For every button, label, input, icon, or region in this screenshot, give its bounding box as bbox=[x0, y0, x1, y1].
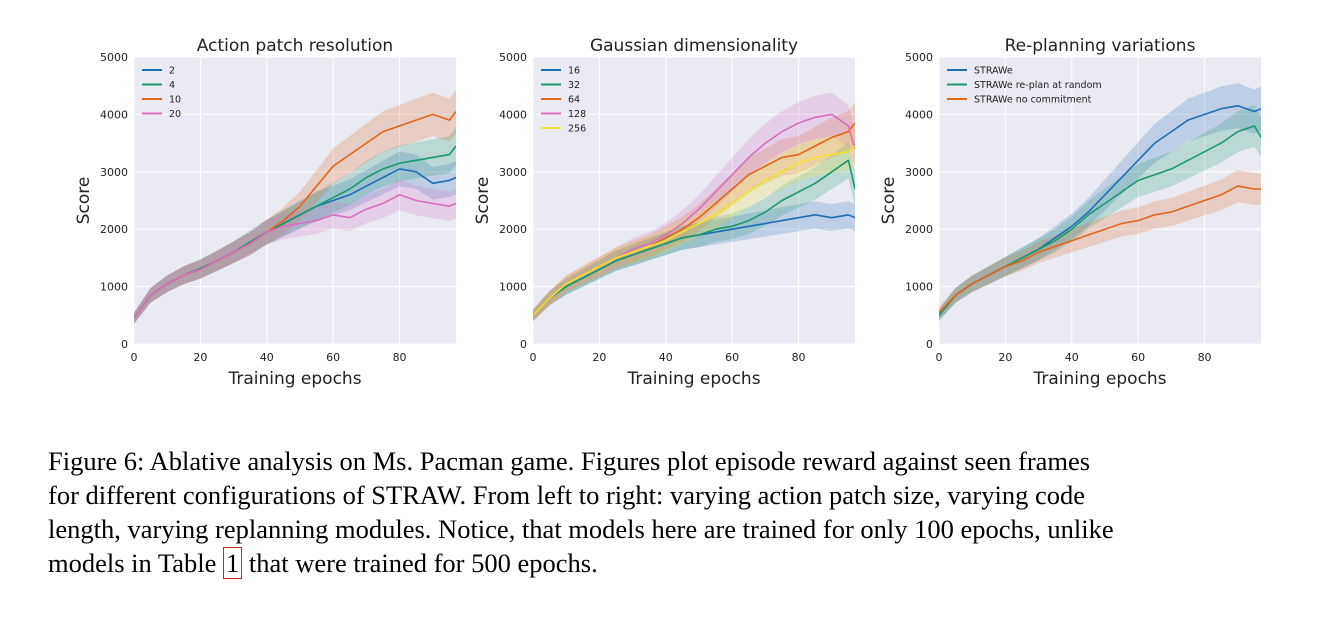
legend-label: STRAWe re-plan at random bbox=[974, 80, 1102, 91]
y-tick-label: 5000 bbox=[100, 51, 128, 64]
caption-line-1: Figure 6: Ablative analysis on Ms. Pacma… bbox=[48, 446, 1091, 476]
x-tick-label: 0 bbox=[131, 351, 138, 364]
y-tick-label: 1000 bbox=[905, 281, 933, 294]
chart-panel-2: 0 1000 2000 3000 4000 5000 0 20 40 60 80 Gaussian d… bbox=[473, 36, 855, 389]
series-group bbox=[939, 83, 1261, 321]
legend: 16 32 64 128 256 bbox=[541, 66, 586, 135]
x-tick-label: 20 bbox=[193, 351, 207, 364]
y-axis-label: Score bbox=[879, 177, 899, 225]
series-band-16 bbox=[533, 201, 855, 321]
y-tick-label: 1000 bbox=[100, 281, 128, 294]
series-band-strawe-no-commitment bbox=[939, 170, 1261, 319]
x-tick-label: 0 bbox=[936, 351, 943, 364]
x-tick-label: 40 bbox=[659, 351, 673, 364]
legend-label: 20 bbox=[169, 109, 181, 120]
legend-label: 256 bbox=[568, 124, 586, 135]
y-tick-label: 3000 bbox=[905, 166, 933, 179]
table-reference-link[interactable]: 1 bbox=[223, 547, 243, 579]
legend-label: 10 bbox=[169, 95, 181, 106]
series-line-256 bbox=[533, 145, 855, 316]
series-line-strawe-no-commitment bbox=[939, 185, 1261, 313]
series-band-strawe-re-plan-at-random bbox=[939, 105, 1261, 321]
x-tick-label: 60 bbox=[326, 351, 340, 364]
x-tick-label: 60 bbox=[725, 351, 739, 364]
x-tick-label: 0 bbox=[530, 351, 537, 364]
y-tick-label: 0 bbox=[926, 338, 933, 351]
y-tick-label: 5000 bbox=[499, 51, 527, 64]
series-band-4 bbox=[134, 126, 456, 324]
y-tick-label: 2000 bbox=[100, 223, 128, 236]
y-tick-label: 1000 bbox=[499, 281, 527, 294]
series-band-64 bbox=[533, 101, 855, 322]
caption-line-2: for different configurations of STRAW. F… bbox=[48, 480, 1086, 510]
figure-caption: Figure 6: Ablative analysis on Ms. Pacma… bbox=[48, 444, 1298, 580]
figure-panels: 0 1000 2000 3000 4000 5000 0 20 40 60 80 Action pat… bbox=[74, 36, 1261, 389]
series-band-128 bbox=[533, 92, 855, 321]
x-axis-label: Training epochs bbox=[1032, 369, 1166, 389]
x-tick-label: 20 bbox=[998, 351, 1012, 364]
caption-line-3: length, varying replanning modules. Noti… bbox=[48, 514, 1114, 544]
x-tick-label: 20 bbox=[592, 351, 606, 364]
caption-line-4-start: models in Table bbox=[48, 548, 224, 578]
series-line-20 bbox=[134, 194, 456, 319]
legend-label: 2 bbox=[169, 66, 175, 77]
x-tick-label: 80 bbox=[792, 351, 806, 364]
series-group bbox=[134, 89, 456, 324]
y-tick-label: 3000 bbox=[499, 166, 527, 179]
plot-background bbox=[533, 57, 855, 344]
series-band-20 bbox=[134, 179, 456, 324]
caption-line-4: models in Table 1 that were trained for … bbox=[48, 546, 1298, 580]
chart-panel-1: 0 1000 2000 3000 4000 5000 0 20 40 60 80 Action pat… bbox=[74, 36, 456, 389]
y-tick-label: 0 bbox=[520, 338, 527, 351]
chart-title: Action patch resolution bbox=[197, 36, 393, 56]
y-tick-label: 2000 bbox=[499, 223, 527, 236]
y-tick-label: 4000 bbox=[905, 108, 933, 121]
legend-label: STRAWe bbox=[974, 66, 1013, 77]
y-axis-label: Score bbox=[74, 177, 94, 225]
y-tick-label: 2000 bbox=[905, 223, 933, 236]
y-tick-label: 4000 bbox=[499, 108, 527, 121]
series-band-32 bbox=[533, 142, 855, 321]
series-line-32 bbox=[533, 159, 855, 316]
x-tick-label: 80 bbox=[1198, 351, 1212, 364]
y-axis-label: Score bbox=[473, 177, 493, 225]
legend-label: 4 bbox=[169, 80, 175, 91]
x-tick-label: 60 bbox=[1131, 351, 1145, 364]
x-axis-label: Training epochs bbox=[626, 369, 760, 389]
x-tick-label: 40 bbox=[1065, 351, 1079, 364]
plot-background bbox=[134, 57, 456, 344]
y-tick-label: 4000 bbox=[100, 108, 128, 121]
chart-title: Gaussian dimensionality bbox=[590, 36, 798, 56]
legend: 2 4 10 20 bbox=[142, 66, 181, 120]
caption-line-4-end: that were trained for 500 epochs. bbox=[242, 548, 598, 578]
x-axis-label: Training epochs bbox=[227, 369, 361, 389]
legend: STRAWe STRAWe re-plan at random STRAWe no … bbox=[947, 66, 1102, 106]
legend-label: 128 bbox=[568, 109, 586, 120]
legend-label: 64 bbox=[568, 95, 580, 106]
series-band-10 bbox=[134, 89, 456, 324]
series-group bbox=[533, 92, 855, 322]
y-tick-label: 3000 bbox=[100, 166, 128, 179]
chart-panel-3: 0 1000 2000 3000 4000 5000 0 20 40 60 80 Re-plannin… bbox=[879, 36, 1261, 389]
legend-label: 32 bbox=[568, 80, 580, 91]
chart-title: Re-planning variations bbox=[1005, 36, 1196, 56]
legend-label: STRAWe no commitment bbox=[974, 95, 1092, 106]
x-tick-label: 80 bbox=[393, 351, 407, 364]
series-band-2 bbox=[134, 151, 456, 324]
x-tick-label: 40 bbox=[260, 351, 274, 364]
legend-label: 16 bbox=[568, 66, 580, 77]
y-tick-label: 0 bbox=[121, 338, 128, 351]
y-tick-label: 5000 bbox=[905, 51, 933, 64]
